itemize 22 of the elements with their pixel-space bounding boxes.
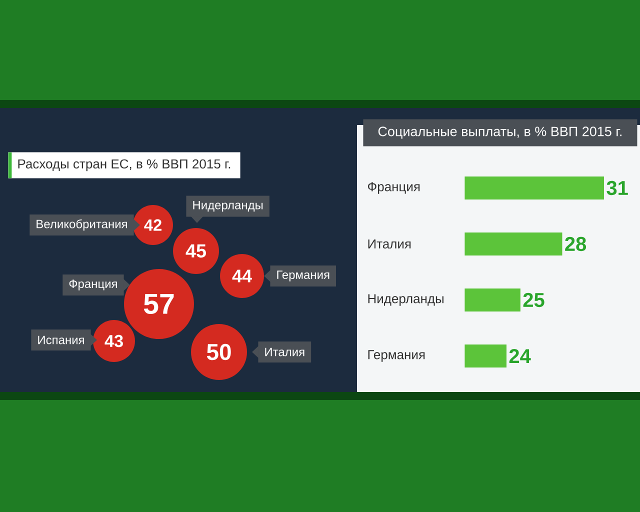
- data-label: 24: [509, 349, 531, 363]
- data-label: 43: [104, 334, 123, 348]
- data-label: 45: [186, 244, 206, 258]
- text: Расходы стран ЕС, в % ВВП 2015 г.: [18, 159, 230, 172]
- category-label: Нидерланды: [193, 200, 263, 212]
- y-tick-label: Италия: [368, 239, 411, 249]
- category-label: Франция: [69, 280, 117, 290]
- category-label: Италия: [265, 348, 304, 356]
- category-label: Великобритания: [36, 219, 127, 231]
- data-label: 31: [606, 180, 628, 196]
- data-label: 28: [565, 236, 586, 252]
- data-label: 42: [144, 219, 162, 231]
- y-tick-label: Франция: [368, 182, 420, 194]
- data-label: 25: [523, 292, 544, 308]
- y-tick-label: Нидерланды: [368, 294, 444, 306]
- data-label: 57: [144, 294, 174, 314]
- data-label: 50: [206, 344, 231, 360]
- data-label: 44: [232, 270, 252, 282]
- chart-title: Социальные выплаты, в % ВВП 2015 г.: [378, 126, 622, 139]
- category-label: Германия: [277, 270, 330, 282]
- category-label: Испания: [38, 336, 84, 344]
- y-tick-label: Германия: [368, 350, 425, 362]
